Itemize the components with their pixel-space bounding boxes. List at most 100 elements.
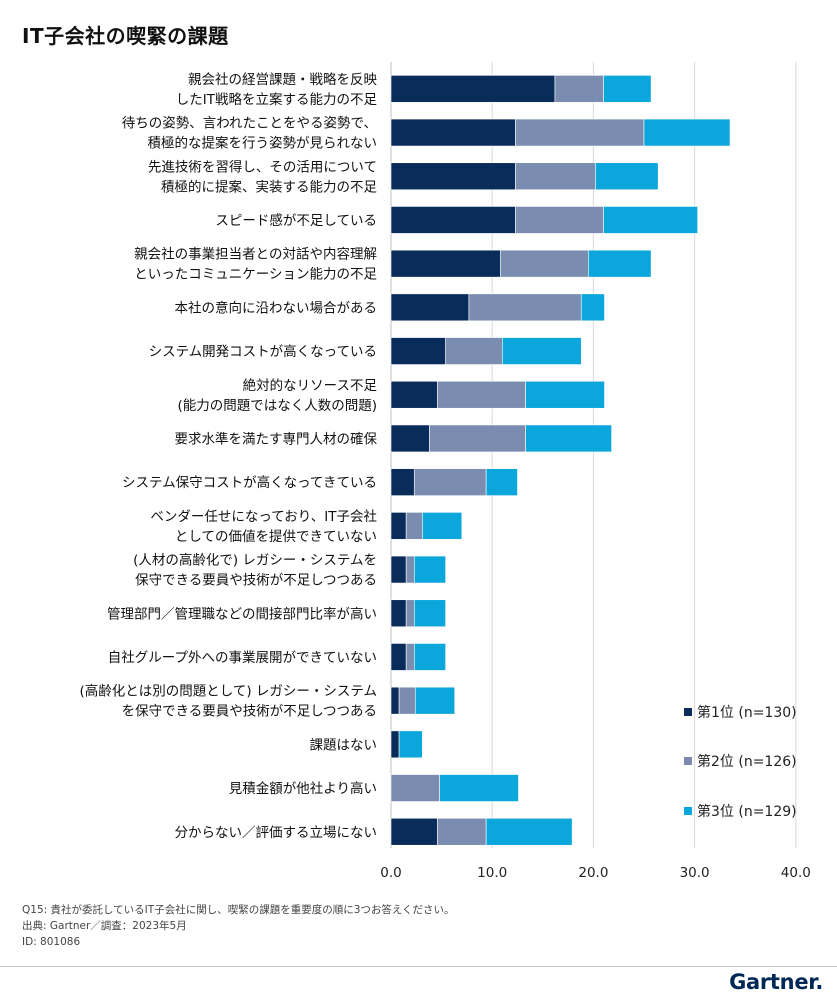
category-label: 自社グループ外への事業展開ができていない [108,650,377,666]
x-tick-label: 20.0 [578,865,608,881]
category-label: 見積金額が他社より高い [229,780,377,797]
category-label: 親会社の経営課題・戦略を反映 [188,72,377,88]
bar-segment-rank2 [405,643,415,671]
category-label: システム保守コストが高くなってきている [122,474,377,491]
x-tick-label: 10.0 [477,865,507,881]
category-label: 管理部門／管理職などの間接部門比率が高い [107,605,377,622]
legend-label: 第3位 (n=129) [697,803,797,820]
bar-segment-rank2 [405,512,423,540]
legend-label: 第1位 (n=130) [697,704,797,721]
category-label: (能力の問題ではなく人数の問題) [177,398,377,414]
bar-segment-rank3 [485,468,518,496]
category-labels: 親会社の経営課題・戦略を反映したIT戦略を立案する能力の不足待ちの姿勢、言われた… [79,72,377,841]
bar-segment-rank1 [390,599,407,628]
category-label: ベンダー任せになっており、IT子会社 [150,509,377,525]
category-label: といったコミュニケーション能力の不足 [134,267,377,283]
x-tick-label: 30.0 [680,865,710,881]
category-label: 分からない／評価する立場にない [175,825,378,841]
category-label: 保守できる要員や技術が不足しつつある [135,573,377,589]
bar-segment-rank3 [413,643,446,671]
grid-lines [390,62,797,848]
legend-swatch [684,757,692,765]
bar-segment-rank1 [390,730,400,759]
bar-segment-rank1 [390,512,407,540]
x-tick-label: 0.0 [380,865,401,881]
footnote-question: Q15: 貴社が委託しているIT子会社に関し、喫緊の課題を重要度の順に3つお答え… [22,904,455,916]
footer-divider [0,966,837,967]
bar-segment-rank3 [580,293,605,322]
bar-segment-rank3 [643,118,731,147]
bar-segment-rank2 [429,424,526,453]
bar-segment-rank3 [603,206,698,234]
x-tick-label: 40.0 [781,865,811,881]
category-label: (人材の高齢化で) レガシー・システムを [133,552,377,569]
footnotes: Q15: 貴社が委託しているIT子会社に関し、喫緊の課題を重要度の順に3つお答え… [22,902,455,950]
bar-segment-rank3 [398,730,423,759]
category-label: を保守できる要員や技術が不足しつつある [122,704,377,720]
bar-segment-rank2 [405,599,415,628]
category-label: 本社の意向に沿わない場合がある [175,299,378,316]
category-label: 要求水準を満たす専門人材の確保 [175,431,378,447]
bar-segment-rank1 [390,555,407,584]
bar-segment-rank3 [413,555,446,584]
category-label: スピード感が不足している [215,212,377,229]
bar-segment-rank1 [390,162,516,191]
bar-segment-rank2 [515,162,596,191]
bar-segment-rank1 [390,686,400,715]
bar-segment-rank1 [390,337,446,365]
bar-segment-rank1 [390,75,556,103]
bar-segment-rank1 [390,817,438,846]
bar-segment-rank2 [445,337,503,365]
bar-segment-rank2 [398,686,416,715]
bar-segment-rank3 [422,512,463,540]
bar-segment-rank2 [499,249,589,278]
legend-label: 第2位 (n=126) [697,753,797,770]
category-label: 親会社の事業担当者との対話や内容理解 [134,246,377,263]
x-axis-ticks: 0.0 10.0 20.0 30.0 40.0 [380,865,811,881]
brand-logo: Gartner. [729,970,823,994]
bar-segment-rank3 [439,774,519,802]
bar-segment-rank3 [603,75,652,103]
category-label: したIT戦略を立案する能力の不足 [176,91,378,108]
bar-segment-rank2 [437,380,526,409]
bar-segment-rank1 [390,206,516,234]
bar-segment-rank3 [502,337,582,365]
footnote-id: ID: 801086 [22,936,81,948]
legend-swatch [684,708,692,716]
bar-segment-rank3 [413,599,446,628]
bar-segment-rank2 [515,118,645,147]
footnote-source: 出典: Gartner／調査：2023年5月 [22,920,187,932]
bar-segment-rank1 [390,118,516,147]
bar-segment-rank2 [515,206,604,234]
category-label: 課題はない [310,737,378,753]
chart-title: IT子会社の喫緊の課題 [22,24,229,48]
bar-segment-rank1 [390,293,470,322]
bar-segment-rank2 [390,774,440,802]
category-label: 積極的な提案を行う姿勢が見られない [148,135,378,152]
legend: 第1位 (n=130) 第2位 (n=126) 第3位 (n=129) [684,704,797,820]
category-label: 先進技術を習得し、その活用について [148,158,377,175]
bar-segment-rank3 [485,817,573,846]
category-label: システム開発コストが高くなっている [149,343,377,360]
bar-segment-rank2 [413,468,487,496]
bar-segment-rank3 [525,424,612,453]
category-label: としての価値を提供できていない [175,529,377,545]
legend-swatch [684,807,692,815]
category-label: 待ちの姿勢、言われたことをやる姿勢で、 [122,116,377,132]
bar-segment-rank1 [390,249,501,278]
bar-segment-rank1 [390,468,415,496]
category-label: (高齢化とは別の問題として) レガシー・システム [79,683,377,700]
bar-segment-rank2 [405,555,415,584]
category-label: 絶対的なリソース不足 [243,378,378,394]
bar-segment-rank3 [414,686,456,715]
bar-segment-rank2 [468,293,582,322]
bars [390,75,731,846]
stacked-bar-chart: 親会社の経営課題・戦略を反映したIT戦略を立案する能力の不足待ちの姿勢、言われた… [79,62,811,881]
bar-segment-rank3 [595,162,659,191]
bar-segment-rank3 [525,380,605,409]
bar-segment-rank1 [390,424,430,453]
bar-segment-rank2 [437,817,487,846]
category-label: 積極的に提案、実装する能力の不足 [161,178,377,195]
bar-segment-rank1 [390,643,407,671]
bar-segment-rank1 [390,380,438,409]
